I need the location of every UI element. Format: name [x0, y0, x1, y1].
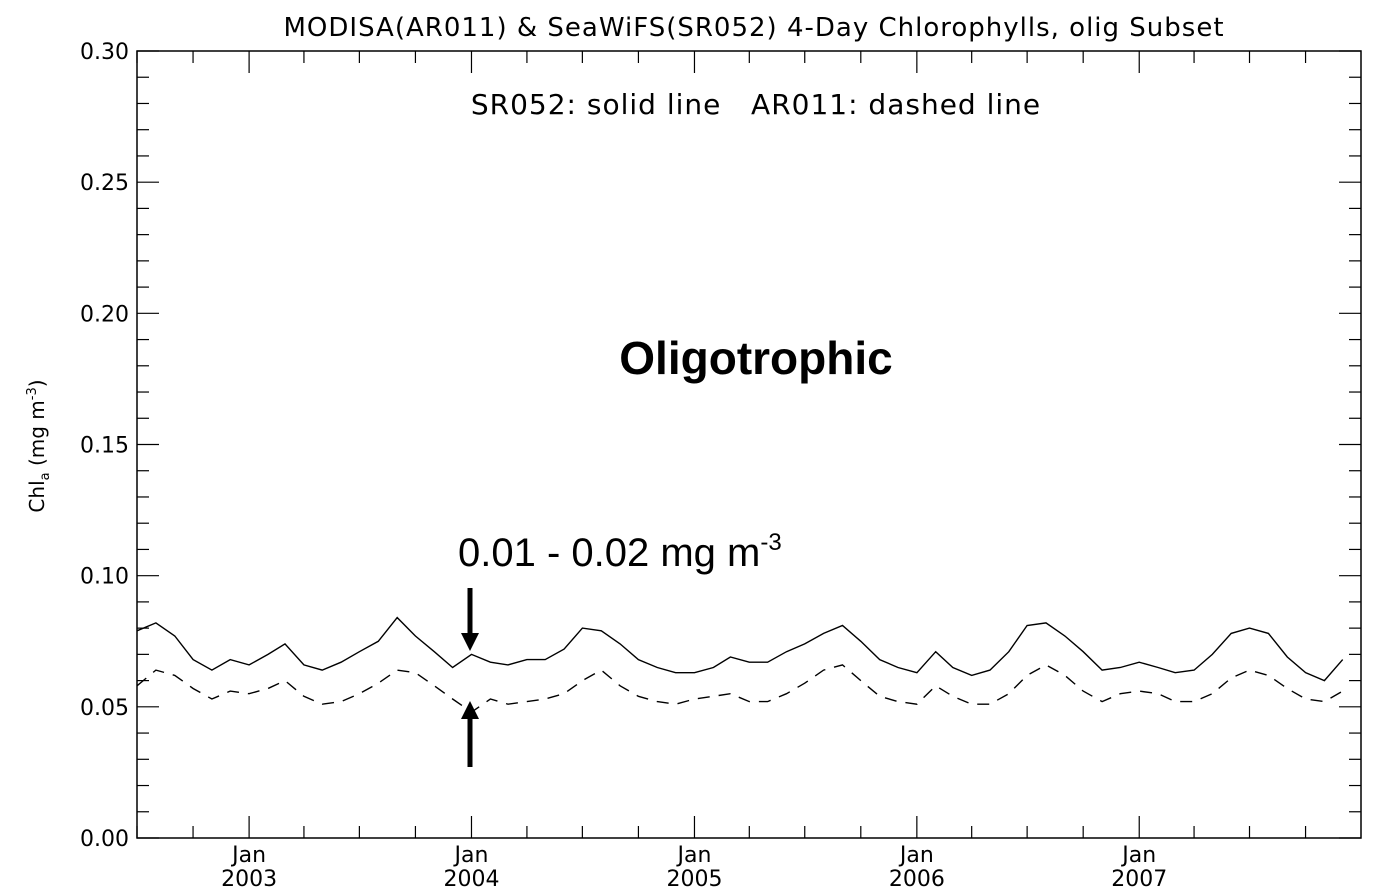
oligotrophic-label: Oligotrophic [619, 332, 892, 384]
y-tick-label: 0.20 [80, 302, 129, 327]
y-tick-label: 0.05 [80, 696, 129, 721]
chart-title: MODISA(AR011) & SeaWiFS(SR052) 4-Day Chl… [283, 13, 1224, 43]
x-tick-label-year: 2003 [221, 867, 277, 892]
y-tick-label: 0.30 [80, 40, 129, 65]
x-tick-label-month: Jan [453, 843, 489, 868]
x-tick-label-year: 2004 [443, 867, 499, 892]
x-axis-ticks [136, 51, 1307, 838]
series-line-sr052 [136, 616, 1344, 682]
x-tick-label-year: 2005 [666, 867, 722, 892]
series-lines [136, 616, 1344, 713]
arrow-down-icon [461, 588, 479, 651]
x-tick-label-year: 2006 [889, 867, 945, 892]
y-tick-label: 0.15 [80, 434, 129, 459]
series-line-ar011 [136, 664, 1344, 713]
y-axis-label: Chla (mg m-3) [25, 379, 53, 512]
arrow-up-icon [461, 701, 479, 767]
x-tick-label-month: Jan [898, 843, 934, 868]
difference-range-label: 0.01 - 0.02 mg m-3 [458, 529, 782, 575]
y-tick-label: 0.25 [80, 171, 129, 196]
x-tick-label-year: 2007 [1111, 867, 1167, 892]
x-tick-label-month: Jan [676, 843, 712, 868]
x-tick-label-month: Jan [230, 843, 266, 868]
legend-note: SR052: solid line AR011: dashed line [471, 88, 1041, 121]
x-tick-label-month: Jan [1120, 843, 1156, 868]
y-tick-label: 0.00 [80, 827, 129, 852]
y-axis-tick-labels: 0.00 0.05 0.10 0.15 0.20 0.25 0.30 [80, 40, 129, 852]
y-tick-label: 0.10 [80, 565, 129, 590]
